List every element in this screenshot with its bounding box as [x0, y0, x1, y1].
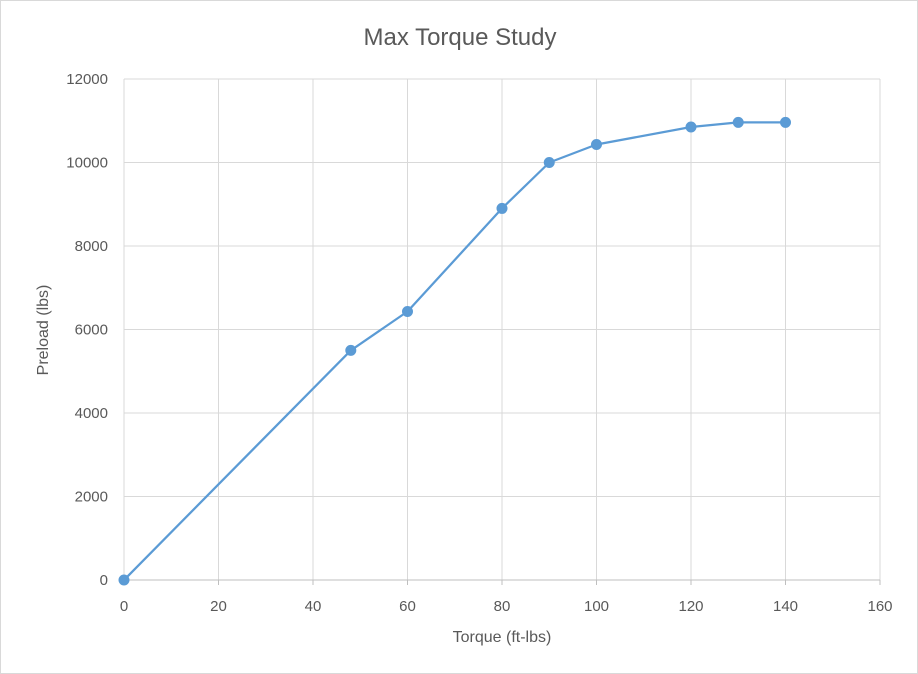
data-point	[732, 116, 744, 128]
y-tick-label: 2000	[75, 489, 108, 506]
y-tick-labels: 0 2000 4000 6000 8000 10000 12000	[66, 71, 108, 589]
y-axis-label: Preload (lbs)	[35, 285, 52, 376]
x-tick-label: 140	[773, 598, 798, 615]
x-tick-label: 120	[678, 598, 703, 615]
series-group	[118, 116, 791, 586]
axes	[123, 79, 881, 585]
x-tick-label: 80	[494, 598, 511, 615]
data-point	[591, 139, 602, 151]
chart-title: Max Torque Study	[364, 24, 557, 51]
y-tick-label: 8000	[75, 238, 108, 255]
data-point	[543, 157, 555, 168]
y-tick-label: 12000	[66, 71, 108, 88]
x-tick-labels: 0 20 40 60 80 100 120 140 160	[120, 598, 893, 615]
gridlines	[124, 78, 881, 580]
data-point	[345, 344, 357, 356]
series-line	[123, 121, 786, 581]
data-point	[402, 306, 413, 318]
data-point	[685, 121, 697, 133]
data-point	[118, 574, 130, 586]
x-axis-label: Torque (ft-lbs)	[453, 629, 552, 646]
x-tick-label: 60	[399, 598, 416, 615]
y-tick-label: 6000	[75, 322, 108, 339]
y-tick-label: 10000	[66, 155, 108, 172]
y-tick-label: 0	[100, 572, 108, 589]
data-point	[780, 116, 791, 128]
y-tick-label: 4000	[75, 405, 108, 422]
x-tick-label: 160	[867, 598, 892, 615]
x-tick-label: 0	[120, 598, 128, 615]
data-point	[496, 202, 508, 214]
x-tick-label: 40	[305, 598, 322, 615]
x-tick-label: 100	[584, 598, 609, 615]
x-tick-label: 20	[210, 598, 227, 615]
